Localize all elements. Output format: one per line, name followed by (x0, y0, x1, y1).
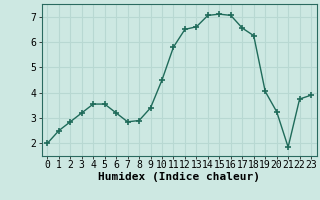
X-axis label: Humidex (Indice chaleur): Humidex (Indice chaleur) (98, 172, 260, 182)
